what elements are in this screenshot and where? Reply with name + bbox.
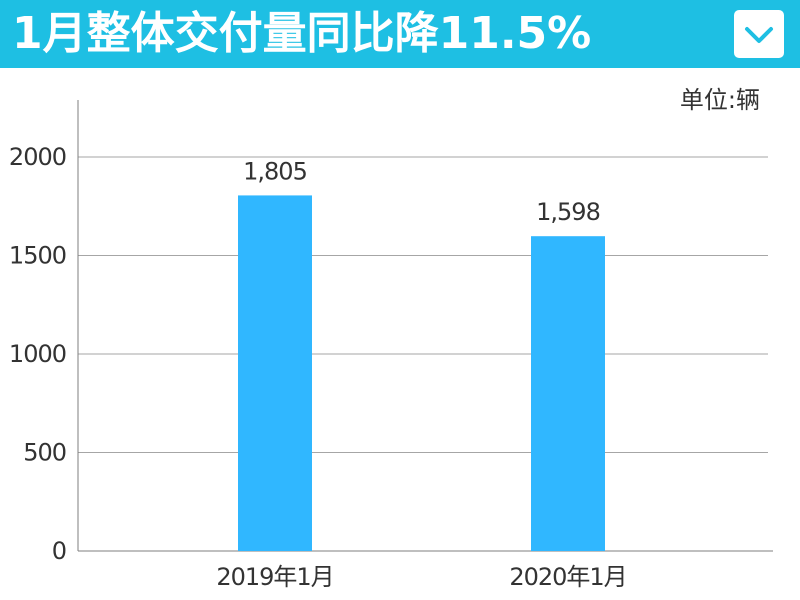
y-tick-label: 0 [52,537,66,565]
bar [238,195,312,552]
collapse-toggle-button[interactable] [734,10,784,58]
y-tick-label: 500 [23,439,66,467]
chevron-down-icon [745,27,773,43]
unit-label: 单位:辆 [679,86,760,114]
data-label: 1,598 [536,198,600,226]
x-tick-label: 2019年1月 [216,563,333,591]
x-tick-label: 2020年1月 [509,563,626,591]
y-tick-label: 2000 [9,143,66,171]
data-label: 1,805 [243,157,307,185]
chart-title: 1月整体交付量同比降11.5% [12,8,592,59]
header-bar: 1月整体交付量同比降11.5% [0,0,800,68]
y-tick-label: 1500 [9,242,66,270]
y-tick-label: 1000 [9,340,66,368]
bar [531,236,605,551]
